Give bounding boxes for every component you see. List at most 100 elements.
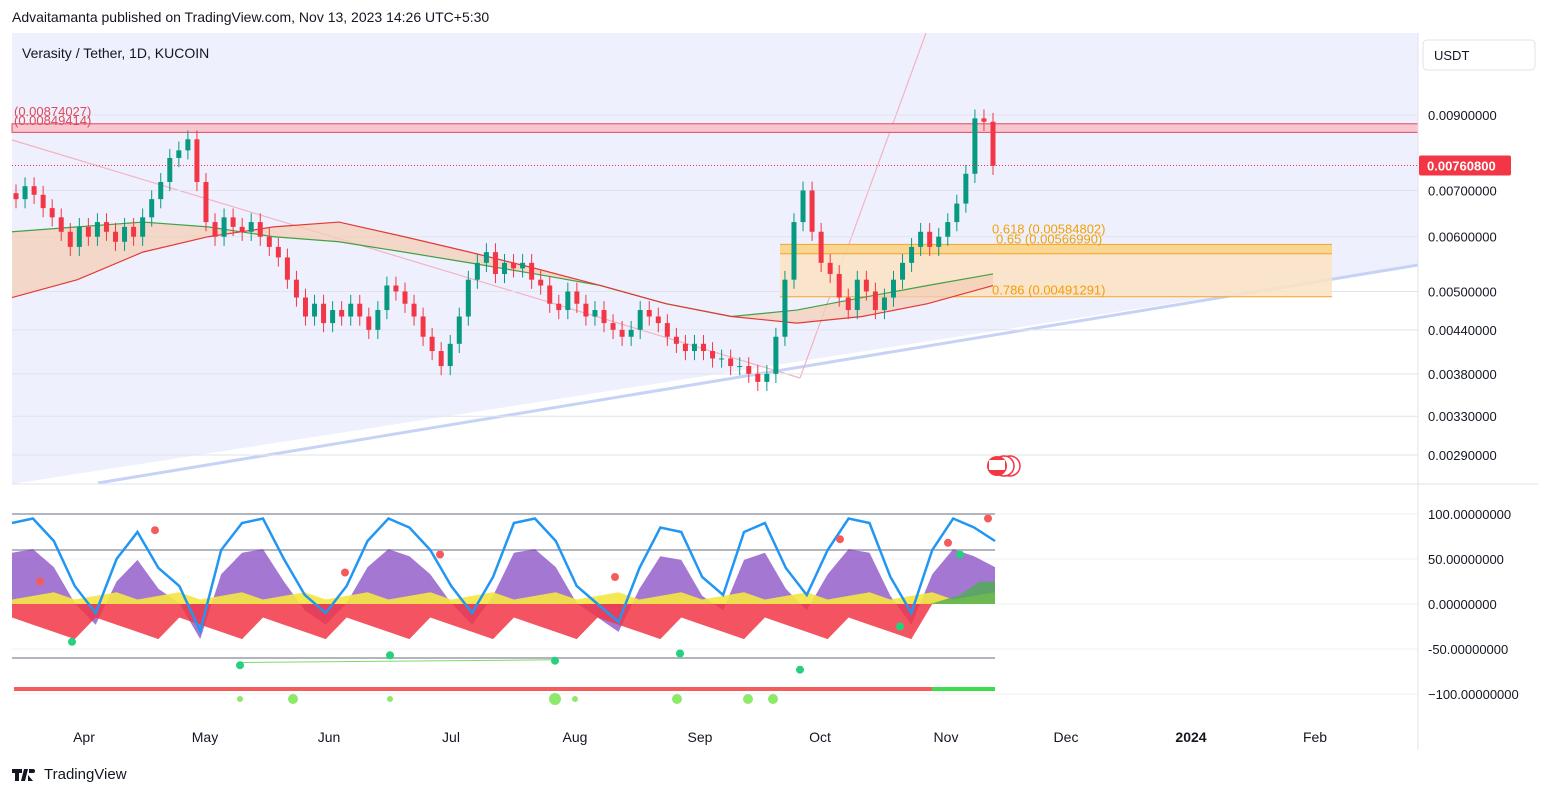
- osc-buy-dot: [551, 656, 559, 665]
- candle-body: [691, 343, 697, 352]
- osc-buy-dot: [896, 622, 904, 631]
- candle-body: [583, 303, 589, 317]
- candle-body: [737, 366, 743, 368]
- osc-tick-label: 50.00000000: [1428, 552, 1504, 567]
- candle-body: [357, 303, 363, 317]
- candle-body: [918, 231, 924, 247]
- candle-body: [447, 343, 453, 367]
- candle-body: [927, 231, 933, 247]
- osc-status-bar-green: [932, 687, 995, 691]
- time-axis-label: Apr: [73, 729, 95, 745]
- candle-body: [773, 336, 779, 374]
- candle-body: [827, 262, 833, 274]
- candle-body: [909, 246, 915, 263]
- last-price-label: 0.00760800: [1427, 158, 1496, 173]
- candle-body: [465, 279, 471, 317]
- fib-label: 0.618 (0.00584802): [992, 221, 1105, 236]
- tradingview-icon: [12, 768, 35, 781]
- candle-body: [13, 193, 19, 200]
- candle-body: [113, 231, 119, 242]
- osc-status-dot: [387, 696, 393, 702]
- candle-body: [900, 262, 906, 280]
- price-tick-label: 0.00440000: [1428, 323, 1497, 338]
- osc-buy-dot: [68, 637, 76, 646]
- time-axis-label: Aug: [563, 729, 588, 745]
- osc-tick-label: -50.00000000: [1428, 642, 1508, 657]
- flag-icon: [987, 455, 1021, 477]
- osc-status-dot: [743, 694, 753, 704]
- osc-red-area: [12, 604, 995, 640]
- tradingview-logo[interactable]: TradingView: [12, 766, 127, 783]
- osc-tick-label: 0.00000000: [1428, 597, 1497, 612]
- price-tick-label: 0.00290000: [1428, 448, 1497, 463]
- candle-body: [637, 310, 643, 330]
- candle-body: [221, 217, 227, 237]
- candle-body: [429, 336, 435, 352]
- osc-yellow-area: [12, 592, 995, 604]
- flag-icon-stripe: [989, 460, 1005, 470]
- candle-body: [312, 303, 318, 317]
- osc-buy-dot: [236, 661, 244, 670]
- tradingview-brand: TradingView: [44, 766, 127, 783]
- osc-buy-dot: [956, 550, 964, 559]
- osc-blue-line: [11, 516, 996, 635]
- candle-body: [520, 262, 526, 269]
- last-price-badge: [1419, 155, 1511, 176]
- candle-body: [628, 329, 634, 337]
- time-axis-label: Dec: [1054, 729, 1079, 745]
- candle-body: [330, 310, 336, 324]
- candle-body: [845, 297, 851, 311]
- candle-body: [610, 323, 616, 330]
- chart-title: Verasity / Tether, 1D, KUCOIN: [22, 45, 209, 61]
- axes: USDT 0.00900000 0.00700000 0.00600000 0.0050…: [12, 33, 1538, 750]
- candle-body: [511, 262, 517, 269]
- candle-body: [257, 222, 263, 237]
- candle-body: [565, 291, 571, 311]
- candle-body: [339, 310, 345, 317]
- candle-body: [945, 222, 951, 237]
- candle-body: [936, 236, 942, 247]
- osc-sell-dot: [436, 550, 444, 559]
- candle-body: [411, 303, 417, 317]
- candle-body: [131, 226, 137, 237]
- time-axis-label: May: [192, 729, 218, 745]
- candle-body: [872, 291, 878, 311]
- candle-body: [809, 190, 815, 232]
- candle-body: [239, 226, 245, 232]
- price-tick-label: 0.00380000: [1428, 367, 1497, 382]
- candle-body: [755, 373, 761, 382]
- osc-status-dot: [288, 694, 298, 704]
- osc-purple-area: [12, 549, 995, 640]
- candle-body: [981, 118, 987, 122]
- candle-body: [972, 118, 978, 174]
- candle-body: [728, 358, 734, 367]
- osc-tick-label: 100.00000000: [1428, 507, 1511, 522]
- candle-body: [701, 343, 707, 352]
- candle-body: [67, 231, 73, 247]
- time-axis-label: Feb: [1303, 729, 1327, 745]
- currency-button: [1422, 39, 1536, 71]
- time-axis-label: Nov: [934, 729, 959, 745]
- candle-body: [881, 297, 887, 311]
- candle-body: [710, 351, 716, 359]
- candle-body: [764, 373, 770, 382]
- osc-sell-dot: [36, 577, 44, 586]
- price-tick-label: 0.00900000: [1428, 108, 1497, 123]
- time-axis-label: Jul: [442, 729, 460, 745]
- ma-ribbon-fill: [12, 222, 993, 324]
- candle-body: [230, 217, 236, 227]
- candle-body: [284, 257, 290, 280]
- candle-body: [655, 316, 661, 324]
- resistance-upper-label: (0.00874027): [14, 104, 91, 119]
- candle-body: [293, 279, 299, 298]
- fib-zone-top: [780, 244, 1332, 254]
- lower-trend-area: [12, 265, 1418, 484]
- candle-body: [266, 236, 272, 247]
- candle-body: [302, 297, 308, 317]
- osc-sell-dot: [836, 535, 844, 544]
- osc-buy-dot: [676, 649, 684, 658]
- candle-body: [574, 291, 580, 304]
- publisher-header: Advaitamanta published on TradingView.co…: [12, 9, 490, 25]
- candle-body: [483, 252, 489, 263]
